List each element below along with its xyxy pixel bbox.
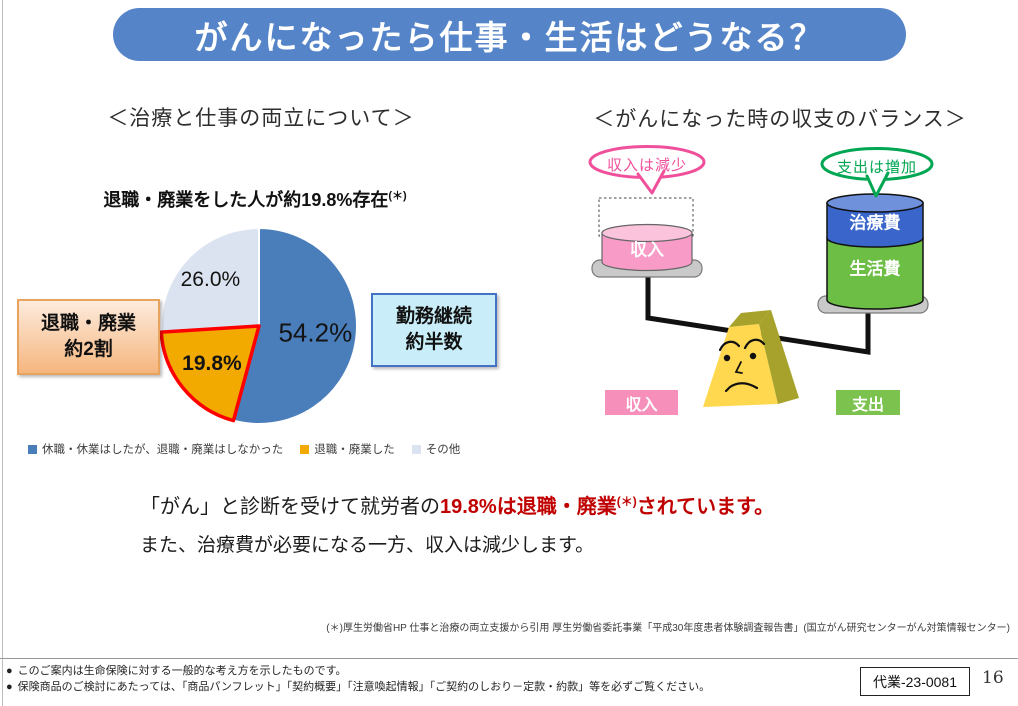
legend-marker-continue-icon xyxy=(28,444,37,454)
expense-treatment-band xyxy=(826,202,924,248)
income-bubble-tail xyxy=(636,169,666,195)
callout-continue-line2: 約半数 xyxy=(405,332,463,353)
legend-label-continue: 休職・休業はしたが、退職・廃業はしなかった xyxy=(42,444,284,456)
income-cylinder-label: 収入 xyxy=(630,240,664,260)
page-title: がんになったら仕事・生活はどうなる？ xyxy=(113,8,906,61)
left-eyebrow xyxy=(718,340,741,352)
left-eye xyxy=(723,354,731,362)
income-cylinder-top xyxy=(601,223,693,243)
fulcrum-side xyxy=(759,310,799,404)
legend-label-retire: 退職・廃業した xyxy=(314,444,395,456)
right-section-title: ＜がんになった時の収支のバランス＞ xyxy=(593,108,967,131)
nose xyxy=(734,361,743,374)
left-section-title: ＜治療と仕事の両立について＞ xyxy=(107,107,415,130)
message-footnote-mark: (＊) xyxy=(616,494,637,509)
pie-slice-value-continue: 54.2% xyxy=(278,317,353,348)
pie-slice-value-other: 26.0% xyxy=(180,268,241,292)
legend-marker-other-icon xyxy=(411,444,421,454)
frown-mouth xyxy=(724,382,759,393)
expense-tag: 支出 xyxy=(836,390,900,415)
expense-treatment-label: 治療費 xyxy=(849,213,901,233)
legend-item-retire: 退職・廃業した xyxy=(300,441,395,457)
right-eyebrow xyxy=(743,338,766,350)
legend-item-other: その他 xyxy=(411,441,461,457)
balance-scale-illustration xyxy=(588,145,934,407)
page-left-border xyxy=(2,0,3,706)
message-line1-red-tail: されています。 xyxy=(636,496,775,518)
pie-legend: 休職・休業はしたが、退職・廃業はしなかった 退職・廃業した その他 xyxy=(28,441,460,457)
page-number: 16 xyxy=(982,668,1004,688)
pie-chart-title: 退職・廃業をした人が約19.8%存在(＊) xyxy=(20,186,490,212)
legend-marker-retire-icon xyxy=(300,444,310,454)
expense-bubble-label: 支出は増加 xyxy=(836,159,917,176)
message-line-2: また、治療費が必要になる一方、収入は減少します。 xyxy=(140,535,595,556)
right-eye xyxy=(749,352,757,360)
legend-item-continue: 休職・休業はしたが、退職・廃業はしなかった xyxy=(28,441,283,457)
source-footnote: (＊)厚生労働省HP 仕事と治療の両立支援から引用 厚生労働省委託事業「平成30… xyxy=(326,623,1010,634)
expense-living-band xyxy=(826,237,924,310)
income-tag: 収入 xyxy=(605,390,678,415)
footer-note-2: ● 保険商品のご検討にあたっては、「商品パンフレット」「契約概要」「注意喚起情報… xyxy=(6,679,710,695)
fulcrum-front xyxy=(703,324,778,407)
document-code-box: 代業-23-0081 xyxy=(860,667,970,696)
message-line1-red-main: 19.8%は退職・廃業 xyxy=(440,496,617,518)
fulcrum-top xyxy=(729,310,771,327)
pie-chart-title-text: 退職・廃業をした人が約19.8%存在 xyxy=(103,190,389,210)
footer-note-1-text: このご案内は生命保険に対する一般的な考え方を示したものです。 xyxy=(17,665,347,677)
bullet-icon: ● xyxy=(6,665,13,677)
message-line1-red: 19.8%は退職・廃業(＊)されています。 xyxy=(440,494,775,518)
pie-chart xyxy=(159,227,358,425)
callout-continue-box: 勤務継続 約半数 xyxy=(371,293,497,367)
callout-continue-line1: 勤務継続 xyxy=(395,306,472,328)
footer-separator xyxy=(0,658,1018,659)
callout-retire-line2: 約2割 xyxy=(64,339,113,360)
fulcrum-sad-face xyxy=(718,338,766,393)
footer-note-2-text: 保険商品のご検討にあたっては、「商品パンフレット」「契約概要」「注意喚起情報」「… xyxy=(17,681,711,693)
expense-bubble-tail xyxy=(865,171,890,198)
income-bubble-label: 収入は減少 xyxy=(606,157,687,174)
expense-living-label: 生活費 xyxy=(849,259,901,279)
callout-retire-line1: 退職・廃業 xyxy=(40,313,136,335)
message-line1-black: 「がん」と診断を受けて就労者の xyxy=(140,496,440,518)
footer-note-1: ● このご案内は生命保険に対する一般的な考え方を示したものです。 xyxy=(6,663,710,679)
legend-label-other: その他 xyxy=(425,444,461,456)
message-line-1: 「がん」と診断を受けて就労者の19.8%は退職・廃業(＊)されています。 xyxy=(140,490,774,519)
footer-notes: ● このご案内は生命保険に対する一般的な考え方を示したものです。 ● 保険商品の… xyxy=(6,663,710,695)
income-cylinder-body xyxy=(601,232,693,272)
pie-chart-title-footnote-mark: (＊) xyxy=(388,190,407,202)
pie-slice-value-retire: 19.8% xyxy=(182,352,242,376)
callout-retire-box: 退職・廃業 約2割 xyxy=(17,299,160,375)
bullet-icon: ● xyxy=(6,681,13,693)
